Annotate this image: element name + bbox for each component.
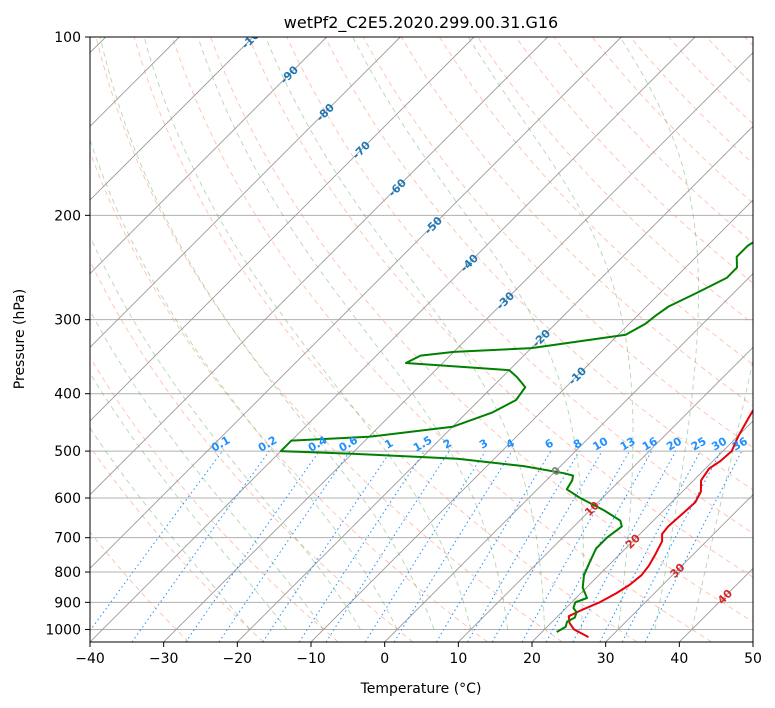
plot-frame <box>89 36 754 643</box>
isotherm-line <box>90 37 475 422</box>
profile-series <box>279 241 753 638</box>
mixing-ratio-line <box>364 450 486 642</box>
y-tick-label: 100 <box>54 30 81 46</box>
x-tick-label: 0 <box>380 651 389 667</box>
y-tick-label: 300 <box>54 313 81 329</box>
mixing-ratio-line <box>435 450 552 642</box>
mixing-ratio-line <box>599 450 701 642</box>
y-tick-label: 800 <box>54 565 81 581</box>
dewpoint-line <box>279 241 753 633</box>
grid-lines <box>90 37 753 630</box>
moist-adiabat-line <box>197 37 509 630</box>
dry-adiabat-line <box>133 37 638 642</box>
moist-adiabat-line <box>90 427 251 630</box>
isotherm-line <box>605 494 753 642</box>
y-tick-label: 400 <box>54 387 81 403</box>
moist-adiabat-line <box>619 37 699 630</box>
x-tick-label: −40 <box>75 651 105 667</box>
chart-title: wetPf2_C2E5.2020.299.00.31.G16 <box>284 13 558 33</box>
dry-adiabat-line <box>95 37 563 642</box>
isotherm-line <box>90 37 696 642</box>
mixing-ratio-lines <box>90 450 743 642</box>
plot-background <box>90 37 753 642</box>
isotherms <box>90 37 753 642</box>
x-axis: −40 −30 −20 −10 0 10 20 30 40 50 <box>75 642 762 667</box>
y-tick-label: 700 <box>54 531 81 547</box>
dry-adiabat-line <box>210 37 753 623</box>
y-tick-label: 900 <box>54 595 81 611</box>
y-tick-label: 200 <box>54 208 81 224</box>
moist-adiabat-line <box>265 37 546 630</box>
isotherm-line <box>90 37 327 275</box>
y-tick-label: 500 <box>54 444 81 460</box>
mixing-ratio-line <box>185 450 320 642</box>
y-tick-label: 600 <box>54 491 81 507</box>
x-tick-label: 40 <box>670 651 688 667</box>
y-tick-label: 1000 <box>45 622 81 638</box>
plot-background-rect <box>90 37 753 642</box>
isotherm-line <box>531 420 753 642</box>
x-tick-label: 50 <box>744 651 762 667</box>
moist-adiabat-line <box>467 37 634 630</box>
isotherm-line <box>90 37 254 201</box>
isotherm-line <box>384 273 753 642</box>
y-axis-title: Pressure (hPa) <box>12 289 28 389</box>
isotherm-line <box>237 125 753 642</box>
x-tick-label: −10 <box>296 651 326 667</box>
isotherm-line <box>90 37 622 569</box>
x-tick-label: 10 <box>449 651 467 667</box>
dry-adiabat-line <box>90 445 264 642</box>
mixing-ratio-labels: 0.1 0.2 0.4 0.6 1 1.5 2 3 4 6 8 10 13 16 20 25 30 36 <box>209 433 750 454</box>
mixing-ratio-line <box>325 450 450 642</box>
moist-adiabat-line <box>99 37 435 630</box>
x-tick-label: 20 <box>523 651 541 667</box>
plot-area: -100-90-80-70-60-50-40-30-20-10010203040… <box>90 37 753 642</box>
dry-adiabat-line <box>248 37 753 578</box>
mixing-ratio-line <box>262 450 392 642</box>
mixing-ratio-line <box>467 450 580 642</box>
dry-adiabat-line <box>515 37 753 284</box>
temperature-line <box>567 408 753 638</box>
mixing-ratio-line <box>393 450 513 642</box>
mixing-ratio-line <box>218 450 351 642</box>
dry-adiabat-line <box>90 531 190 642</box>
isotherm-line <box>90 37 548 496</box>
mixing-ratio-line <box>572 450 677 642</box>
x-tick-label: 30 <box>597 651 615 667</box>
dry-adiabat-line <box>400 37 753 407</box>
x-tick-label: −20 <box>223 651 253 667</box>
x-axis-title: Temperature (°C) <box>360 681 482 697</box>
isotherm-line <box>90 37 401 348</box>
moist-adiabat-line <box>691 358 753 630</box>
mixing-ratio-line <box>298 450 425 642</box>
isotherm-line <box>163 52 753 642</box>
x-tick-label: −30 <box>149 651 179 667</box>
isotherm-line <box>458 346 753 642</box>
isotherm-line <box>310 199 753 642</box>
isotherm-line <box>752 641 753 642</box>
dry-adiabat-line <box>90 150 488 642</box>
moist-adiabat-line <box>352 37 584 630</box>
dry-adiabat-line <box>439 37 753 365</box>
moist-adiabat-line <box>90 309 324 630</box>
y-axis: 100 200 300 400 500 600 700 800 900 1000 <box>45 30 90 638</box>
dry-adiabat-line <box>171 37 712 642</box>
moist-adiabat-line <box>90 138 398 630</box>
